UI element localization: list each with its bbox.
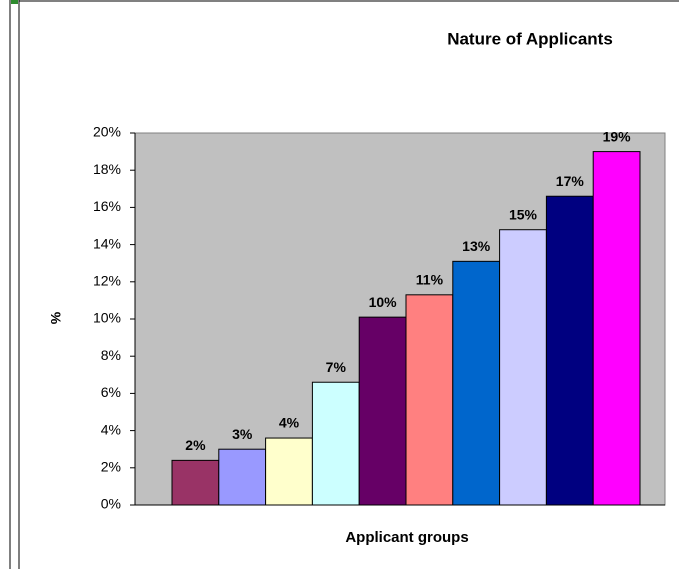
bar — [405, 294, 454, 506]
y-tick-label: 10% — [93, 310, 121, 326]
x-axis-label: Applicant groups — [345, 529, 468, 546]
y-axis-label: % — [48, 311, 64, 324]
y-tick-label: 2% — [101, 459, 121, 475]
value-label: 10% — [369, 294, 398, 310]
value-label: 13% — [462, 238, 491, 254]
bar — [171, 459, 220, 506]
bar — [311, 381, 360, 506]
value-label: 4% — [279, 415, 300, 431]
y-tick-label: 20% — [93, 124, 121, 140]
bar — [265, 437, 313, 506]
y-tick-label: 18% — [93, 161, 121, 177]
value-label: 11% — [416, 272, 444, 288]
bar — [499, 229, 547, 506]
value-label: 15% — [509, 206, 538, 222]
y-tick-label: 0% — [101, 496, 121, 512]
y-tick-label: 8% — [101, 347, 121, 363]
y-tick-label: 12% — [93, 273, 121, 289]
value-label: 2% — [185, 437, 206, 453]
value-label: 19% — [603, 128, 632, 144]
bar — [592, 151, 641, 506]
y-tick-label: 16% — [93, 198, 121, 214]
y-tick-label: 4% — [101, 421, 121, 437]
bar — [545, 195, 594, 506]
chart-title: Nature of Applicants — [447, 29, 613, 48]
bar — [452, 260, 501, 506]
value-label: 3% — [232, 426, 253, 442]
frame-marker — [11, 0, 18, 4]
value-label: 17% — [556, 173, 585, 189]
y-tick-label: 14% — [93, 235, 121, 251]
bar — [358, 316, 407, 506]
y-tick-label: 6% — [101, 384, 121, 400]
value-label: 7% — [326, 359, 347, 375]
bar — [218, 448, 267, 506]
